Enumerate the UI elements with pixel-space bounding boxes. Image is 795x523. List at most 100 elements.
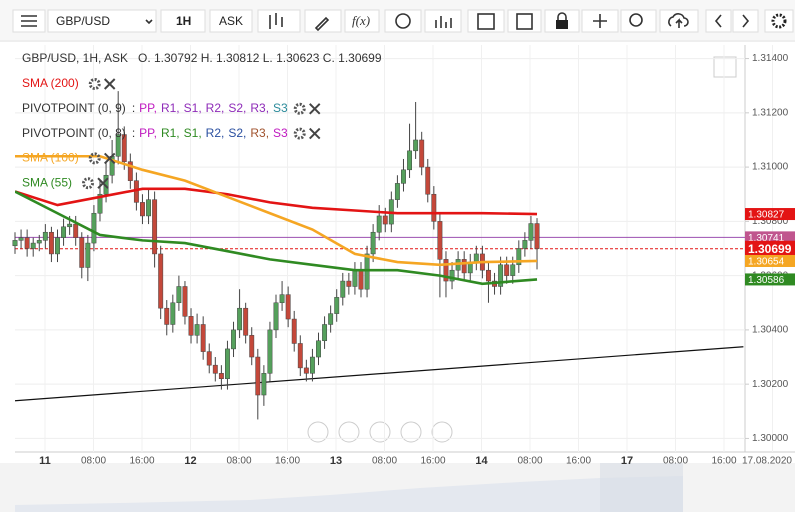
x-tick-label: 08:00 (81, 456, 106, 467)
candle-body (61, 226, 67, 238)
pivot-item: S1, (184, 126, 202, 140)
candle-body (316, 340, 321, 358)
candle-body (504, 264, 510, 276)
candle-body (243, 307, 249, 336)
timeframe-button[interactable] (160, 9, 206, 33)
candle-body (200, 324, 206, 352)
scroll-left-button[interactable] (307, 421, 329, 443)
navigator-window[interactable] (600, 463, 683, 512)
settings-icon (771, 13, 787, 29)
reset-button[interactable] (369, 421, 391, 443)
zoom-icon (629, 13, 643, 27)
symbol-button[interactable] (47, 9, 157, 33)
zoom-button[interactable] (620, 9, 657, 33)
info-icon (395, 13, 411, 29)
y-tick-label: 1.30800 (752, 216, 789, 227)
candle-body (522, 240, 528, 249)
settings-icon[interactable] (293, 127, 306, 140)
zoom-out-button[interactable] (338, 421, 360, 443)
x-tick-label: 16:00 (275, 456, 300, 467)
settings-icon[interactable] (293, 102, 306, 115)
sma-line (15, 190, 538, 286)
pivot-item: S3 (273, 126, 288, 140)
remove-icon[interactable] (97, 177, 109, 189)
candle-body (188, 316, 194, 336)
bars-icon (435, 16, 452, 28)
x-tick-label: 08:00 (663, 456, 688, 467)
candle-body (176, 286, 182, 304)
fullscreen-button[interactable] (713, 56, 737, 78)
candle-body (249, 335, 255, 358)
zoom-in-button[interactable] (400, 421, 422, 443)
candle-body (516, 248, 522, 266)
candle-body (121, 134, 127, 162)
x-tick-label: 16:00 (129, 456, 154, 467)
candle-body (170, 302, 176, 325)
candle-body (401, 169, 406, 184)
prev-button[interactable] (705, 9, 732, 33)
candle-body (419, 139, 425, 168)
price-label: 1.30699 (748, 242, 792, 256)
chart-type-button[interactable] (257, 9, 301, 33)
remove-icon[interactable] (103, 152, 116, 165)
candle-body (255, 356, 261, 396)
candle-body (413, 139, 419, 152)
x-tick-label: 17 (621, 455, 633, 467)
candle-body (279, 294, 285, 304)
settings-icon[interactable] (82, 177, 95, 190)
candle-body (218, 373, 224, 379)
candle-body (261, 373, 267, 396)
candle-body (67, 223, 73, 228)
lock-shackle (557, 12, 567, 20)
candle-body (498, 264, 504, 287)
pivot-item: PP, (139, 101, 157, 115)
candle-body (407, 150, 413, 171)
candle-body (534, 223, 540, 250)
legend-separator: : (132, 126, 135, 140)
calendar-button[interactable] (467, 9, 505, 33)
candle-body (91, 212, 97, 244)
candle-body (449, 269, 455, 282)
ohlc-text: O. 1.30792 H. 1.30812 L. 1.30623 C. 1.30… (138, 51, 382, 65)
trendline (15, 346, 744, 402)
legend-separator: : (132, 101, 135, 115)
pivot-item: S2, (228, 126, 246, 140)
side-button[interactable] (209, 9, 253, 33)
candle-body (73, 223, 79, 238)
legend-entry: SMA (100) (22, 151, 79, 165)
candle-body (358, 269, 364, 290)
candle-body (55, 237, 60, 255)
info-button[interactable] (384, 9, 422, 33)
candle-body (510, 264, 516, 276)
legend-entry: PIVOTPOINT (0, 9) (22, 101, 126, 115)
remove-icon[interactable] (309, 127, 321, 140)
settings-icon[interactable] (88, 152, 101, 165)
remove-icon[interactable] (103, 78, 116, 90)
pivot-item: R1, (161, 101, 180, 115)
remove-icon[interactable] (309, 103, 321, 115)
scroll-right-button[interactable] (431, 421, 453, 443)
next-icon (742, 14, 750, 28)
settings-icon[interactable] (88, 78, 101, 90)
x-tick-label: 17.08.2020 (742, 456, 792, 467)
function-button[interactable] (344, 9, 380, 33)
navigator-area (15, 476, 683, 512)
candle-body (158, 253, 164, 309)
y-tick-label: 1.31200 (752, 107, 789, 118)
news-icon (516, 13, 533, 30)
next-button[interactable] (732, 9, 759, 33)
candle-body (212, 364, 218, 374)
price-label-bg (745, 254, 795, 267)
settings-button[interactable] (764, 9, 794, 33)
candle-body (267, 329, 273, 374)
pivot-item: R2, (206, 126, 225, 140)
price-label: 1.30654 (748, 257, 785, 268)
candle-body (127, 161, 133, 181)
sma-line (15, 187, 538, 216)
nav-controls (307, 421, 453, 443)
candle-body (285, 294, 291, 320)
caret (145, 19, 153, 25)
candle-icon (269, 13, 283, 29)
volume-button[interactable] (424, 9, 462, 33)
candle-body (291, 318, 297, 344)
